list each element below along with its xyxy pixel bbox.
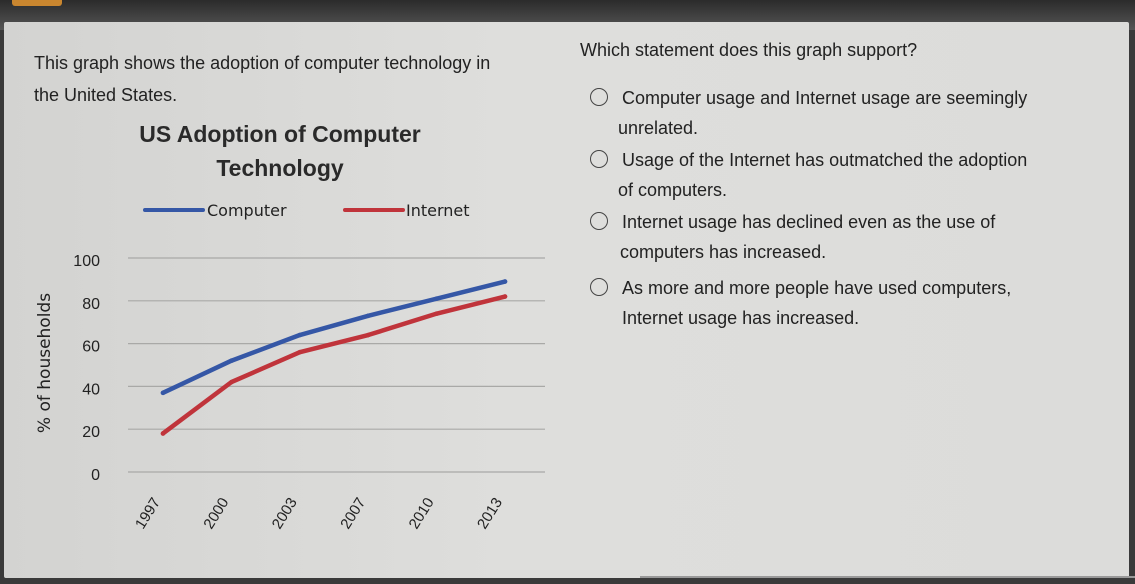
x-tick-label: 2007	[337, 495, 369, 532]
intro-text: This graph shows the adoption of compute…	[34, 53, 491, 105]
data-point-computer	[365, 313, 371, 319]
option-text-line2: Internet usage has increased.	[622, 308, 860, 328]
y-tick-label: 40	[82, 381, 100, 398]
question-panel	[4, 22, 1129, 578]
divider	[640, 576, 1135, 578]
question-text: Which statement does this graph support?	[580, 40, 918, 60]
option-text-line1: As more and more people have used comput…	[622, 278, 1012, 298]
data-point-computer	[229, 358, 234, 364]
radio-button[interactable]	[590, 212, 608, 230]
radio-button[interactable]	[590, 150, 608, 168]
legend-label-internet: Internet	[406, 201, 470, 220]
series-line-computer	[160, 279, 508, 396]
option-text-line1: Computer usage and Internet usage are se…	[622, 88, 1028, 108]
data-point-internet	[434, 311, 439, 316]
option-text-line2: of computers.	[618, 180, 728, 200]
answer-option-2[interactable]: Usage of the Internet has outmatched the…	[590, 145, 1110, 205]
answer-option-1[interactable]: Computer usage and Internet usage are se…	[590, 83, 1110, 143]
data-point-internet	[502, 294, 508, 299]
y-axis-label: % of households	[35, 293, 55, 433]
option-text-line2: computers has increased.	[620, 242, 827, 262]
option-text-line1: Internet usage has declined even as the …	[622, 212, 996, 232]
y-tick-label: 0	[91, 467, 100, 484]
x-tick-label: 1997	[132, 495, 164, 532]
y-tick-label: 80	[82, 296, 100, 313]
option-text-line1: Usage of the Internet has outmatched the…	[622, 150, 1028, 170]
x-tick-label: 2000	[200, 495, 232, 532]
data-point-internet	[160, 431, 166, 436]
answer-option-4[interactable]: As more and more people have used comput…	[590, 273, 1110, 333]
data-point-computer	[160, 390, 166, 396]
x-tick-label: 2013	[474, 495, 506, 532]
answer-option-3[interactable]: Internet usage has declined even as the …	[590, 207, 1110, 267]
chart-title-line2: Technology	[216, 155, 344, 181]
data-point-internet	[229, 379, 234, 385]
data-point-computer	[502, 279, 508, 284]
y-tick-label: 60	[82, 339, 100, 356]
option-text-line2: unrelated.	[618, 118, 699, 138]
y-tick-label: 20	[82, 424, 100, 441]
y-tick-label: 100	[73, 253, 100, 270]
chart-title-line1: US Adoption of Computer	[139, 121, 421, 147]
tab-marker	[12, 0, 62, 6]
data-point-computer	[434, 296, 439, 301]
series-line-internet	[160, 294, 508, 436]
radio-button[interactable]	[590, 88, 608, 106]
chart-title: US Adoption of Computer Technology	[100, 117, 460, 185]
data-point-internet	[365, 332, 371, 338]
radio-button[interactable]	[590, 278, 608, 296]
data-point-computer	[297, 332, 303, 338]
data-point-internet	[297, 349, 303, 355]
x-tick-label: 2003	[269, 495, 301, 532]
legend-label-computer: Computer	[207, 201, 287, 220]
x-tick-label: 2010	[406, 495, 438, 532]
